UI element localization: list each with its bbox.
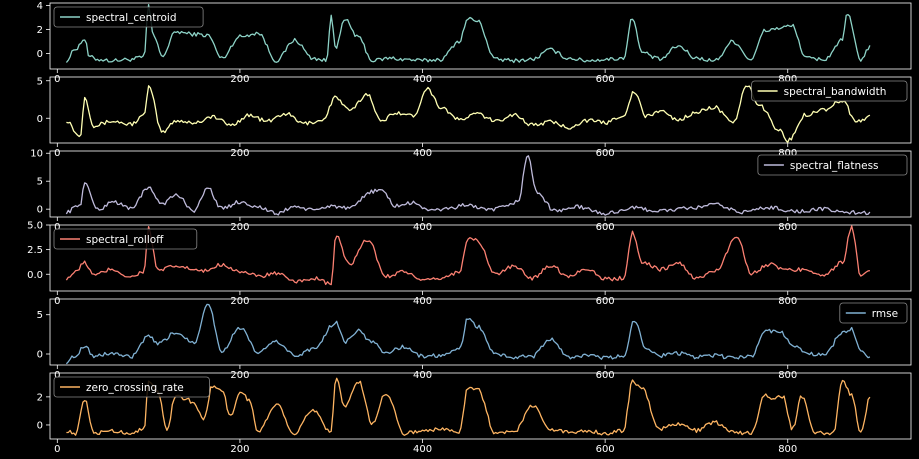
x-tick-label: 0	[54, 222, 60, 233]
x-tick-label: 600	[596, 74, 615, 85]
y-tick-label: 2	[37, 25, 43, 36]
x-tick-label: 0	[54, 370, 60, 381]
y-tick-label: 10	[30, 149, 43, 160]
x-tick-label: 400	[413, 296, 432, 307]
y-tick-label: 2.5	[27, 245, 43, 256]
series-line-spectral_flatness	[65, 155, 871, 216]
legend-label: rmse	[872, 308, 898, 320]
x-tick-label: 800	[778, 74, 797, 85]
x-tick-label: 400	[413, 148, 432, 159]
x-tick-label: 200	[230, 444, 249, 455]
x-tick-label: 200	[230, 370, 249, 381]
x-tick-label: 600	[596, 148, 615, 159]
y-tick-label: 0	[37, 420, 43, 431]
y-tick-label: 2	[37, 392, 43, 403]
legend-spectral_centroid: spectral_centroid	[53, 6, 204, 28]
axes-frame	[49, 298, 912, 366]
x-tick-label: 600	[596, 444, 615, 455]
y-tick-label: 5.0	[27, 221, 43, 232]
legend-frame	[751, 80, 908, 102]
x-tick-label: 200	[230, 222, 249, 233]
legend-spectral_rolloff: spectral_rolloff	[53, 228, 198, 250]
axes-frame	[49, 224, 912, 292]
legend-label: zero_crossing_rate	[86, 382, 184, 394]
series-line-rmse	[65, 303, 871, 365]
x-tick-label: 800	[778, 296, 797, 307]
x-tick-label: 200	[230, 148, 249, 159]
legend-frame	[53, 376, 210, 398]
x-tick-label: 400	[413, 222, 432, 233]
y-tick-label: 0	[37, 350, 43, 361]
legend-label: spectral_flatness	[790, 160, 879, 172]
y-tick-label: 5	[37, 177, 43, 188]
panel-spectral_rolloff: 0.0 2.5 5.0 0 200 400 600 800 spectral_rolloff	[27, 221, 912, 307]
x-tick-label: 800	[778, 444, 797, 455]
series-line-spectral_centroid	[65, 3, 871, 64]
axes-frame	[49, 2, 912, 70]
x-tick-label: 200	[230, 74, 249, 85]
x-tick-label: 0	[54, 148, 60, 159]
axes-frame	[49, 150, 912, 218]
y-tick-label: 5	[37, 76, 43, 87]
x-tick-label: 800	[778, 222, 797, 233]
legend-frame	[53, 6, 204, 28]
series-line-zero_crossing_rate	[66, 377, 871, 436]
y-tick-label: 0	[37, 114, 43, 125]
legend-label: spectral_rolloff	[86, 234, 164, 246]
legend-rmse: rmse	[839, 302, 908, 324]
series-line-spectral_rolloff	[65, 225, 871, 286]
legend-label: spectral_bandwidth	[784, 86, 887, 98]
x-tick-label: 400	[413, 74, 432, 85]
y-tick-label: 0	[37, 205, 43, 216]
legend-frame	[757, 154, 908, 176]
x-tick-label: 400	[413, 370, 432, 381]
x-tick-label: 0	[54, 74, 60, 85]
legend-label: spectral_centroid	[86, 12, 177, 24]
legend-frame	[53, 228, 198, 250]
legend-spectral_bandwidth: spectral_bandwidth	[751, 80, 908, 102]
y-tick-label: 4	[37, 1, 43, 12]
x-tick-label: 600	[596, 370, 615, 381]
x-tick-label: 600	[596, 222, 615, 233]
x-tick-label: 800	[778, 370, 797, 381]
y-tick-label: 0	[37, 49, 43, 60]
x-tick-label: 0	[54, 444, 60, 455]
y-tick-label: 5	[37, 310, 43, 321]
x-tick-label: 600	[596, 296, 615, 307]
series-line-spectral_bandwidth	[66, 85, 871, 144]
x-tick-label: 200	[230, 296, 249, 307]
x-tick-label: 400	[413, 444, 432, 455]
axes-frame	[49, 76, 912, 144]
panel-spectral_centroid: 0 2 4 0 200 400 600 800 spectral_centroid	[37, 1, 912, 85]
legend-frame	[839, 302, 908, 324]
x-tick-label: 800	[778, 148, 797, 159]
x-tick-label: 0	[54, 296, 60, 307]
legend-zero_crossing_rate: zero_crossing_rate	[53, 376, 210, 398]
legend-spectral_flatness: spectral_flatness	[757, 154, 908, 176]
axes-frame	[49, 372, 912, 440]
y-tick-label: 0.0	[27, 270, 43, 281]
